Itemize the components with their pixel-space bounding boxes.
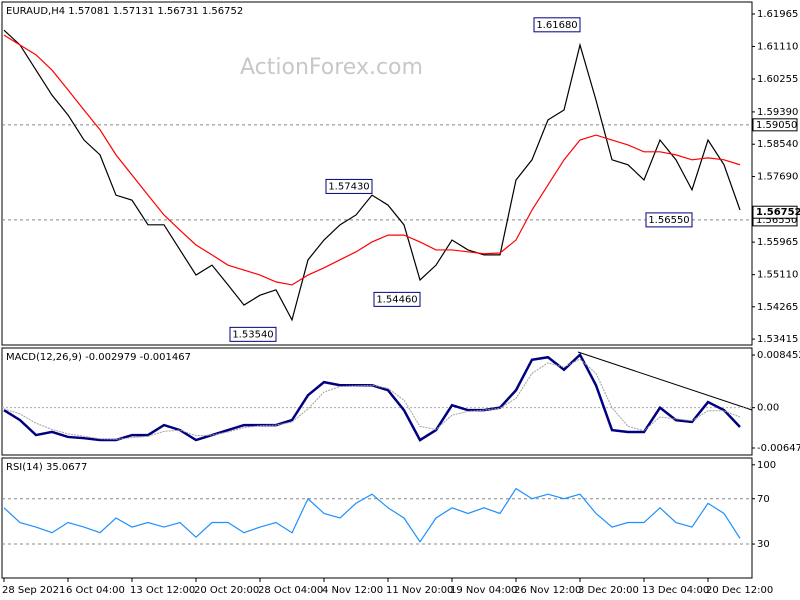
y-tick-label: 1.58540 [757,139,798,150]
panel-title: MACD(12,26,9) -0.002979 -0.001467 [6,352,191,363]
panel-frame [1,1,753,346]
y-tick-label: 1.54265 [757,302,798,313]
y-tick-label: 1.59390 [757,107,798,118]
y-tick-label: 0.00 [757,403,779,414]
y-tick-label: 1.57690 [757,172,798,183]
x-tick-label: 19 Nov 04:00 [450,585,517,596]
series-line [3,34,741,286]
x-tick-label: 3 Dec 20:00 [578,585,639,596]
annotation-box [645,212,693,228]
x-tick-label: 20 Oct 20:00 [194,585,259,596]
x-tick-label: 11 Nov 20:00 [386,585,453,596]
x-tick-label: 28 Oct 04:00 [258,585,323,596]
y-tick-label: 0.008452 [757,350,800,361]
annotation-label: 1.54460 [376,294,417,305]
series-line [3,487,741,543]
annotation-label: 1.61680 [536,20,577,31]
annotation-box [325,178,373,194]
annotation-box [229,326,277,342]
x-tick-label: 13 Dec 04:00 [642,585,709,596]
y-tick-label: 1.53415 [757,334,798,345]
annotation-label: 1.57430 [328,181,369,192]
level-label: 1.59050 [756,120,797,131]
panel-frame [1,347,753,456]
y-tick-label: 30 [757,539,770,550]
annotation-label: 1.56550 [648,215,689,226]
x-tick-label: 6 Oct 04:00 [66,585,125,596]
x-tick-label: 28 Sep 2021 [2,585,65,596]
current-label: 1.56752 [756,207,800,218]
series-line [3,352,741,442]
annotation-label: 1.53540 [232,329,273,340]
x-tick-label: 4 Nov 12:00 [322,585,383,596]
series-line [3,358,741,440]
panel-title: EURAUD,H4 1.57081 1.57131 1.56731 1.5675… [6,6,243,17]
level-label: 1.56550 [756,215,797,226]
trend-line [577,351,753,411]
y-tick-label: -0.006475 [757,443,800,454]
x-tick-label: 26 Nov 12:00 [514,585,581,596]
y-tick-label: 100 [757,460,776,471]
level-box [752,118,798,132]
watermark: ActionForex.com [240,55,423,80]
x-tick-label: 13 Oct 12:00 [130,585,195,596]
annotation-box [373,291,421,307]
panel-title: RSI(14) 35.0677 [6,462,87,473]
series-line [3,29,741,322]
annotation-box [533,17,581,33]
panel-frame [1,457,753,579]
y-tick-label: 1.55965 [757,237,798,248]
y-tick-label: 1.61110 [757,41,798,52]
y-tick-label: 70 [757,494,770,505]
y-tick-label: 1.61965 [757,9,798,20]
y-tick-label: 1.55110 [757,270,798,281]
x-tick-label: 20 Dec 12:00 [706,585,773,596]
current-box [752,205,798,219]
y-tick-label: 1.60255 [757,74,798,85]
